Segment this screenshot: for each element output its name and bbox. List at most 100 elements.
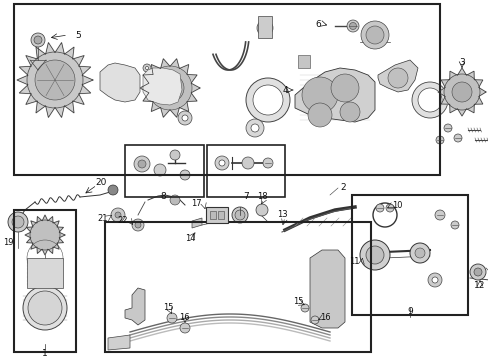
Polygon shape — [125, 288, 145, 325]
Circle shape — [178, 111, 192, 125]
Text: 16: 16 — [319, 314, 330, 323]
Circle shape — [157, 75, 183, 101]
Circle shape — [409, 243, 429, 263]
Circle shape — [36, 226, 54, 244]
Text: 9: 9 — [407, 307, 412, 316]
Circle shape — [451, 82, 471, 102]
Polygon shape — [108, 335, 130, 350]
Bar — [218, 211, 224, 219]
Polygon shape — [100, 63, 140, 102]
Bar — [209, 211, 216, 219]
Circle shape — [132, 219, 143, 231]
Polygon shape — [17, 42, 93, 117]
Circle shape — [34, 36, 42, 44]
Circle shape — [330, 74, 358, 102]
Circle shape — [219, 160, 224, 166]
Bar — [125, 145, 203, 197]
Circle shape — [365, 26, 383, 44]
Bar — [105, 222, 370, 352]
Text: 5: 5 — [75, 31, 81, 40]
Circle shape — [443, 124, 451, 132]
Circle shape — [256, 204, 267, 216]
Text: 4: 4 — [282, 86, 287, 95]
Circle shape — [443, 74, 479, 110]
Polygon shape — [294, 68, 374, 122]
Text: 19: 19 — [3, 238, 13, 247]
Circle shape — [414, 248, 424, 258]
Circle shape — [134, 156, 150, 172]
Circle shape — [138, 160, 146, 168]
Circle shape — [235, 210, 244, 220]
Circle shape — [469, 264, 485, 280]
Circle shape — [435, 136, 443, 144]
Text: 15: 15 — [292, 297, 303, 306]
Bar — [351, 195, 467, 315]
Text: 14: 14 — [184, 234, 195, 243]
Circle shape — [346, 20, 358, 32]
Text: 11: 11 — [349, 257, 359, 266]
Circle shape — [180, 170, 190, 180]
Text: 6: 6 — [314, 19, 320, 28]
Bar — [206, 145, 285, 197]
Text: 3: 3 — [458, 58, 464, 67]
Circle shape — [434, 210, 444, 220]
Circle shape — [349, 22, 356, 30]
Circle shape — [360, 21, 388, 49]
Circle shape — [215, 156, 228, 170]
Circle shape — [111, 208, 125, 222]
Circle shape — [387, 68, 407, 88]
Text: 10: 10 — [391, 201, 402, 210]
Circle shape — [156, 74, 183, 102]
Text: 16: 16 — [178, 312, 189, 321]
Bar — [27, 258, 63, 288]
Circle shape — [310, 316, 318, 324]
Text: 12: 12 — [473, 282, 485, 291]
Circle shape — [170, 150, 180, 160]
Circle shape — [301, 304, 308, 312]
Circle shape — [252, 85, 283, 115]
Circle shape — [307, 103, 331, 127]
Text: 21: 21 — [97, 213, 108, 222]
Polygon shape — [309, 250, 345, 328]
Circle shape — [170, 195, 180, 205]
Polygon shape — [140, 59, 200, 117]
Circle shape — [385, 204, 393, 212]
Text: 13: 13 — [277, 210, 287, 219]
Circle shape — [453, 134, 461, 142]
Text: 20: 20 — [95, 177, 106, 186]
Polygon shape — [192, 218, 202, 228]
Circle shape — [108, 185, 118, 195]
Circle shape — [451, 82, 471, 102]
Bar — [258, 16, 271, 38]
Text: 17: 17 — [191, 198, 202, 207]
Polygon shape — [25, 215, 65, 255]
Circle shape — [145, 67, 148, 69]
Circle shape — [23, 286, 67, 330]
Circle shape — [180, 323, 190, 333]
Text: 8: 8 — [160, 192, 165, 201]
Circle shape — [411, 82, 447, 118]
Circle shape — [359, 240, 389, 270]
Bar — [14, 4, 439, 175]
Circle shape — [339, 102, 359, 122]
Text: 15: 15 — [163, 303, 173, 312]
Circle shape — [473, 268, 481, 276]
Bar — [14, 210, 76, 352]
Circle shape — [167, 313, 177, 323]
Circle shape — [417, 88, 441, 112]
Circle shape — [302, 77, 337, 113]
Circle shape — [263, 158, 272, 168]
Circle shape — [250, 124, 259, 132]
Circle shape — [12, 216, 24, 228]
Circle shape — [8, 212, 28, 232]
Circle shape — [31, 33, 45, 47]
Text: 7: 7 — [243, 192, 248, 201]
Text: 22: 22 — [117, 216, 128, 225]
Text: 2: 2 — [339, 183, 345, 192]
Circle shape — [245, 78, 289, 122]
Text: 18: 18 — [257, 192, 267, 201]
Circle shape — [135, 222, 141, 228]
Polygon shape — [142, 68, 182, 105]
Circle shape — [375, 204, 383, 212]
Circle shape — [257, 20, 272, 36]
